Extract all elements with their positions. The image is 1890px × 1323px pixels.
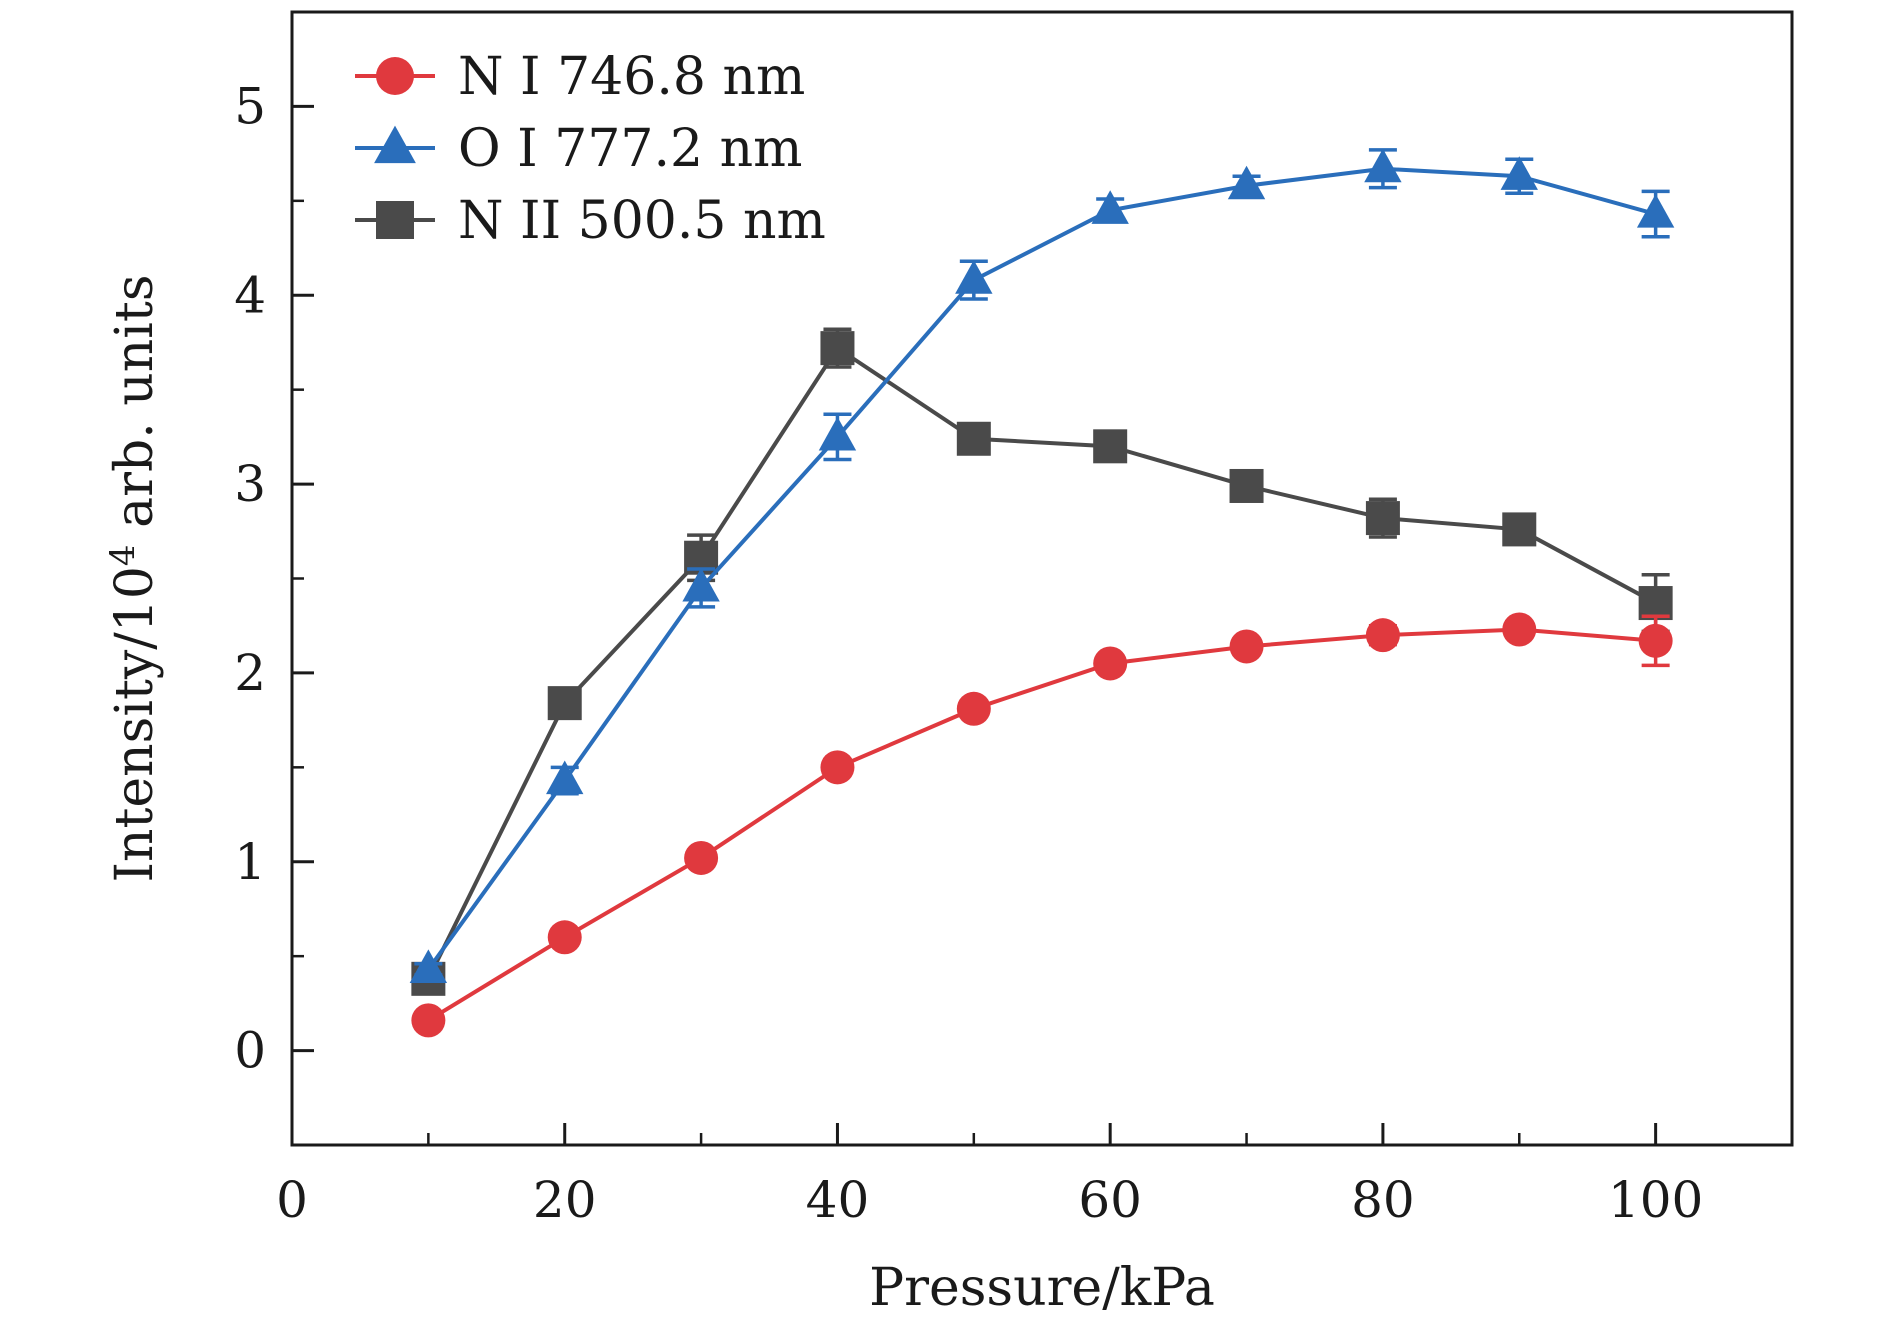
ticks-layer: 0 20 40 60 80 100 0 1 2 3 4 5 — [234, 10, 1703, 1229]
x-tick-label: 80 — [1351, 1171, 1415, 1229]
data-point — [1364, 148, 1402, 183]
series-triangle — [409, 148, 1675, 983]
x-tick-label: 20 — [533, 1171, 597, 1229]
data-point — [409, 949, 448, 983]
y-tick-label: 0 — [234, 1022, 266, 1080]
x-tick-label: 0 — [276, 1171, 308, 1229]
data-point — [956, 421, 991, 456]
legend-item: N II 500.5 nm — [355, 191, 826, 251]
y-tick-label: 2 — [234, 644, 266, 702]
data-point — [411, 1003, 446, 1038]
y-axis-title-exponent: 4 — [103, 544, 143, 566]
data-point — [1093, 646, 1128, 681]
series-line — [426, 345, 1657, 980]
data-point — [1638, 623, 1673, 658]
data-point — [818, 416, 857, 451]
legend: N I 746.8 nm O I 777.2 nm N II 500.5 nm — [355, 47, 826, 251]
y-tick-label: 3 — [234, 455, 266, 513]
data-point — [547, 686, 582, 721]
legend-marker — [376, 57, 414, 95]
x-tick-label: 100 — [1608, 1171, 1703, 1229]
y-tick-label: 1 — [234, 833, 266, 891]
series-line — [426, 166, 1657, 971]
data-point — [1093, 429, 1128, 464]
x-tick-label: 60 — [1078, 1171, 1142, 1229]
legend-label: N II 500.5 nm — [458, 191, 826, 251]
legend-label: N I 746.8 nm — [458, 47, 805, 107]
y-tick-label: 4 — [234, 266, 266, 324]
data-point — [1227, 165, 1266, 200]
series-circle — [411, 612, 1673, 1038]
data-point — [1365, 618, 1400, 653]
data-point — [1636, 194, 1675, 228]
data-point — [546, 760, 584, 795]
data-point — [1229, 468, 1264, 503]
data-point — [1365, 501, 1400, 536]
series-square — [411, 327, 1673, 996]
legend-item: N I 746.8 nm — [355, 47, 805, 107]
y-axis-title: Intensity/104 arb. units — [103, 274, 165, 882]
data-point — [956, 691, 991, 726]
data-point — [1638, 586, 1673, 621]
data-point — [820, 750, 855, 785]
x-tick-label: 40 — [806, 1171, 870, 1229]
data-point — [1500, 156, 1538, 190]
data-point — [1502, 612, 1537, 647]
data-point — [1229, 629, 1264, 664]
legend-marker — [374, 125, 416, 164]
data-point — [682, 567, 720, 602]
y-axis-title-prefix: Intensity/10 — [105, 566, 165, 882]
plot-frame — [290, 10, 1794, 1147]
legend-item: O I 777.2 nm — [355, 119, 802, 179]
series-line — [427, 627, 1656, 1023]
series-layer — [409, 148, 1675, 1038]
legend-label: O I 777.2 nm — [458, 119, 802, 179]
data-point — [1502, 512, 1537, 547]
legend-marker — [376, 201, 414, 239]
data-point — [684, 840, 719, 875]
data-point — [820, 331, 855, 366]
data-point — [547, 920, 582, 955]
data-point — [1091, 190, 1129, 224]
y-tick-label: 5 — [234, 77, 266, 135]
data-point — [955, 260, 993, 294]
y-axis-title-suffix: arb. units — [105, 274, 165, 544]
x-axis-title: Pressure/kPa — [869, 1258, 1215, 1318]
